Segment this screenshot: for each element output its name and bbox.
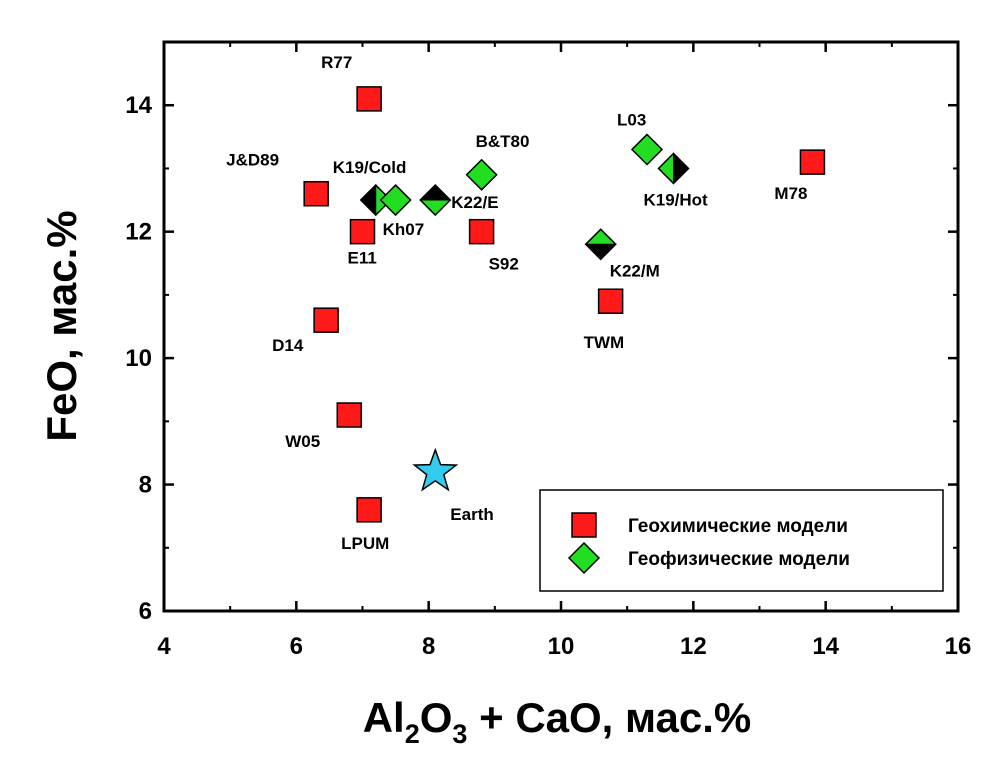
y-tick-label: 14 (125, 92, 152, 119)
point-k22-e-half-fill (419, 184, 452, 201)
point-label-b-t80: B&T80 (476, 132, 530, 151)
point-s92 (468, 218, 495, 245)
point-twm (597, 288, 624, 314)
y-tick-label: 6 (139, 598, 152, 625)
point-m78 (799, 149, 826, 175)
point-d14 (313, 307, 339, 333)
point-k22-m-half-fill (584, 243, 617, 261)
point-label-j-d89: J&D89 (226, 151, 279, 170)
point-label-w05: W05 (285, 432, 320, 451)
legend-label-geochemical: Геохимические модели (628, 516, 848, 537)
legend-marker-diamond (567, 541, 601, 575)
legend-label-geophysical: Геофизические модели (628, 549, 850, 570)
point-l03 (630, 133, 664, 166)
legend-marker-square (571, 512, 597, 538)
x-tick-label: 10 (548, 633, 575, 660)
x-tick-label: 12 (680, 633, 707, 660)
x-tick-label: 16 (945, 633, 972, 660)
point-r77 (356, 86, 382, 112)
point-e11 (349, 218, 376, 245)
y-tick-label: 12 (125, 219, 152, 246)
point-label-k22-m: K22/M (610, 261, 660, 280)
legend-box (539, 489, 944, 592)
point-label-m78: M78 (774, 184, 807, 203)
y-tick-label: 10 (125, 345, 152, 372)
point-label-lpum: LPUM (341, 534, 389, 553)
point-k19-cold-half-fill (360, 183, 377, 217)
point-j-d89 (303, 180, 329, 207)
point-k19-hot-half-fill (672, 152, 690, 185)
point-earth (412, 447, 459, 492)
axis-ticks (162, 42, 960, 613)
point-kh07 (379, 183, 412, 217)
x-tick-label: 4 (157, 633, 171, 660)
point-labels: R77 J&D89 E11 S92 D14 W05 LPUM TWM M78 K19/Cold Kh… (226, 53, 807, 553)
y-axis-title: FeO, мас.% (38, 210, 85, 441)
point-label-earth: Earth (450, 505, 493, 524)
point-label-k19-hot: K19/Hot (643, 190, 708, 209)
point-w05 (336, 402, 363, 428)
point-label-twm: TWM (584, 333, 625, 352)
y-tick-label: 8 (139, 472, 152, 499)
point-lpum (356, 497, 382, 523)
point-label-r77: R77 (321, 53, 352, 72)
legend: Геохимические модели Геофизические модел… (539, 489, 944, 592)
point-label-s92: S92 (489, 255, 519, 274)
x-tick-label: 6 (290, 633, 303, 660)
x-tick-label: 14 (812, 633, 839, 660)
point-label-k19-cold: K19/Cold (333, 158, 407, 177)
x-axis-title: Al2O3 + CaO, мас.% (363, 694, 752, 749)
point-label-k22-e: K22/E (451, 193, 498, 212)
point-b-t80 (465, 158, 498, 191)
point-label-kh07: Kh07 (383, 220, 425, 239)
point-label-l03: L03 (617, 110, 646, 129)
point-label-e11: E11 (348, 249, 377, 268)
data-points (303, 86, 826, 523)
point-label-d14: D14 (272, 336, 304, 355)
x-tick-label: 8 (422, 633, 435, 660)
